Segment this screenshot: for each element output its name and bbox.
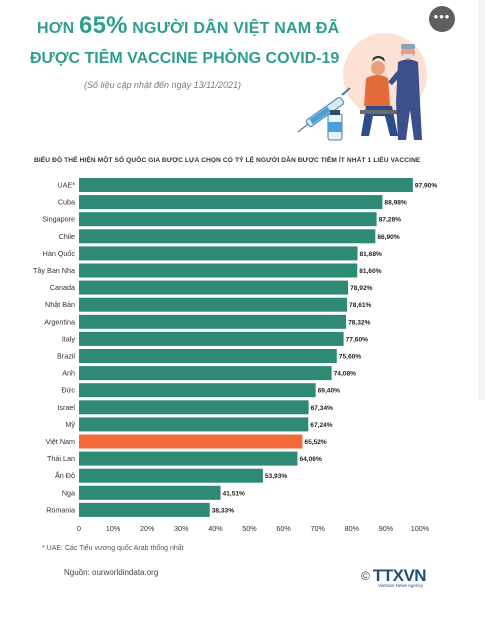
category-label: Brazil — [57, 352, 75, 361]
update-date: (Số liệu cập nhật đến ngày 13/11/2021) — [84, 80, 241, 90]
bar — [79, 400, 309, 415]
bar — [79, 263, 358, 278]
footnote: * UAE: Các Tiểu vương quốc Arab thống nh… — [42, 545, 184, 552]
data-label: 77,60% — [346, 336, 369, 343]
data-label: 87,28% — [379, 217, 402, 224]
bar — [79, 195, 383, 210]
syringe-icon — [297, 87, 351, 133]
data-label: 65,52% — [304, 439, 327, 446]
data-label: 78,92% — [350, 285, 373, 292]
doctor-figure — [388, 44, 422, 140]
more-horizontal-icon: ••• — [433, 9, 451, 24]
bar — [79, 434, 303, 449]
x-tick-label: 90% — [379, 524, 394, 533]
data-label: 81,68% — [360, 251, 383, 258]
category-label: UAE* — [57, 181, 75, 190]
adjacent-panel-edge — [478, 0, 485, 400]
category-label: Tây Ban Nha — [33, 266, 75, 275]
category-label: Thái Lan — [47, 454, 75, 463]
copyright-icon: © — [361, 569, 370, 583]
data-label: 86,90% — [377, 234, 400, 241]
bar — [79, 502, 210, 517]
bar — [79, 280, 349, 295]
category-label: Israel — [57, 403, 75, 412]
bar — [79, 451, 298, 466]
data-label: 53,93% — [265, 473, 288, 480]
bar — [79, 383, 316, 398]
headline-line-1: HƠN 65% NGƯỜI DÂN VIỆT NAM ĐÃ — [37, 12, 340, 39]
category-label: Cuba — [58, 198, 75, 207]
bar — [79, 212, 377, 227]
category-label: Romania — [46, 505, 75, 514]
bar — [79, 366, 332, 381]
category-label: Italy — [62, 334, 76, 343]
data-label: 97,90% — [415, 183, 438, 190]
data-label: 78,61% — [349, 302, 372, 309]
bar — [79, 229, 376, 244]
x-tick-label: 0 — [77, 524, 81, 533]
data-label: 67,24% — [310, 422, 333, 429]
bar — [79, 297, 348, 312]
data-label: 78,32% — [348, 319, 371, 326]
category-label: Nga — [62, 488, 75, 497]
x-tick-label: 80% — [345, 524, 360, 533]
category-label: Singapore — [42, 215, 75, 224]
x-tick-label: 30% — [174, 524, 189, 533]
headline-percentage: 65% — [79, 12, 128, 39]
category-label: Ấn Độ — [55, 470, 75, 480]
source-credit: Nguồn: ourworldindata.org — [64, 568, 159, 577]
category-label: Mỹ — [65, 420, 75, 429]
headline-line-2: ĐƯỢC TIÊM VACCINE PHÒNG COVID-19 — [30, 50, 340, 67]
category-label: Anh — [62, 369, 75, 378]
category-label: Đức — [61, 386, 75, 395]
data-label: 69,40% — [318, 388, 341, 395]
bar — [79, 178, 413, 192]
category-label: Chile — [59, 232, 75, 241]
vaccination-illustration — [297, 33, 427, 141]
logo-wordmark: TTXVN — [372, 566, 427, 585]
data-label: 64,06% — [299, 456, 322, 463]
bar — [79, 417, 309, 432]
data-label: 75,60% — [339, 354, 362, 361]
bar — [79, 314, 347, 329]
patient-figure — [360, 56, 400, 136]
bar — [79, 246, 358, 261]
bar — [79, 349, 337, 363]
logo-subtitle: Vietnam News Agency — [378, 583, 423, 588]
ttxvn-logo: © TTXVN Vietnam News Agency — [361, 566, 427, 588]
category-label: Nhật Bản — [45, 300, 75, 309]
category-label: Argentina — [44, 317, 75, 326]
data-label: 41,51% — [223, 490, 246, 497]
x-tick-label: 20% — [140, 524, 155, 533]
category-label: Việt Nam — [46, 437, 75, 446]
data-label: 81,60% — [359, 268, 382, 275]
x-tick-label: 40% — [208, 524, 223, 533]
data-label: 74,08% — [334, 371, 357, 378]
x-tick-label: 50% — [242, 524, 257, 533]
bar — [79, 331, 344, 346]
more-options-button[interactable]: ••• — [429, 6, 455, 32]
category-label: Hàn Quốc — [43, 249, 76, 258]
x-tick-label: 10% — [106, 524, 121, 533]
data-label: 67,34% — [311, 405, 334, 412]
bar-chart: UAE* 97,90% Cuba 88,98% Singapore 87,28% Chile… — [33, 178, 438, 533]
x-tick-label: 100% — [411, 524, 430, 533]
x-tick-label: 60% — [276, 524, 291, 533]
data-label: 38,33% — [212, 507, 235, 514]
x-tick-label: 70% — [311, 524, 326, 533]
category-label: Canada — [50, 283, 75, 292]
chart-title: BIỂU ĐỒ THỂ HIỆN MỘT SỐ QUỐC GIA ĐƯỢC LỰ… — [34, 157, 421, 164]
bar — [79, 485, 221, 500]
bar — [79, 468, 263, 483]
data-label: 88,98% — [384, 200, 407, 207]
vaccine-vial-icon — [327, 110, 343, 141]
